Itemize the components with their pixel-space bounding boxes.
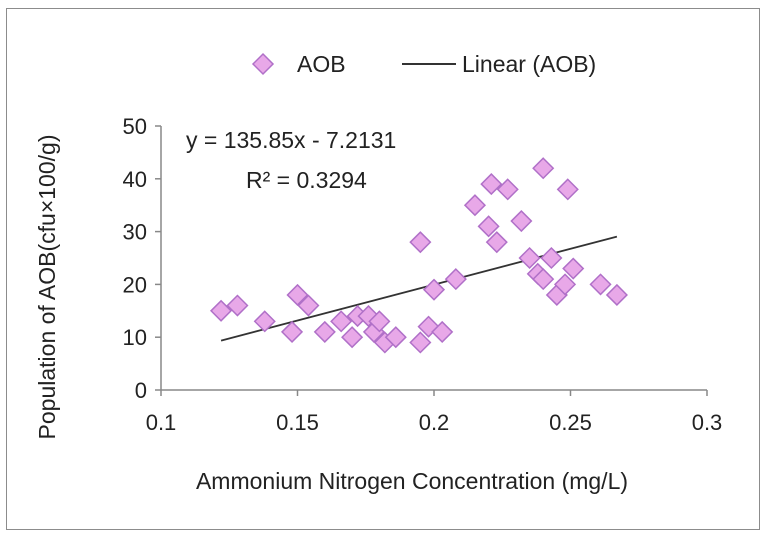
y-tick-label: 40 bbox=[123, 167, 147, 192]
data-point bbox=[422, 278, 446, 301]
data-point bbox=[485, 231, 508, 254]
data-point bbox=[409, 231, 432, 254]
data-point bbox=[605, 283, 628, 307]
data-point bbox=[409, 331, 432, 354]
y-tick-label: 0 bbox=[135, 378, 147, 403]
data-point bbox=[510, 209, 533, 233]
data-point bbox=[368, 310, 391, 333]
y-axis-title: Population of AOB(cfu×100/g) bbox=[34, 135, 60, 440]
data-point bbox=[297, 294, 320, 317]
data-point bbox=[562, 257, 585, 280]
data-point bbox=[553, 273, 577, 296]
data-points bbox=[209, 157, 628, 354]
data-point bbox=[463, 194, 487, 217]
trendline-equation: y = 135.85x - 7.2131 bbox=[186, 127, 396, 153]
data-point bbox=[518, 246, 541, 270]
data-point bbox=[286, 283, 309, 307]
axes bbox=[155, 125, 708, 396]
data-point bbox=[556, 178, 579, 201]
x-tick-label: 0.15 bbox=[276, 410, 319, 435]
data-point bbox=[226, 294, 249, 317]
data-point bbox=[532, 268, 555, 291]
legend-marker-aob bbox=[251, 52, 275, 76]
data-point bbox=[480, 173, 503, 196]
x-tick-labels: 0.1 0.15 0.2 0.25 0.3 bbox=[146, 410, 723, 435]
data-point bbox=[540, 246, 563, 270]
legend-label-linear: Linear (AOB) bbox=[462, 51, 596, 77]
data-point bbox=[384, 326, 407, 349]
y-tick-label: 20 bbox=[123, 272, 147, 297]
x-tick-label: 0.25 bbox=[549, 410, 592, 435]
data-point bbox=[431, 320, 454, 343]
legend: AOB Linear (AOB) bbox=[251, 51, 596, 77]
legend-label-aob: AOB bbox=[297, 51, 346, 77]
data-point bbox=[280, 320, 304, 343]
chart-frame bbox=[6, 8, 760, 530]
x-axis-title: Ammonium Nitrogen Concentration (mg/L) bbox=[196, 468, 628, 494]
data-point bbox=[313, 320, 336, 343]
data-point bbox=[532, 157, 555, 180]
r-squared-label: R² = 0.3294 bbox=[246, 167, 367, 193]
x-tick-label: 0.2 bbox=[419, 410, 450, 435]
y-tick-label: 10 bbox=[123, 325, 147, 350]
data-point bbox=[209, 299, 233, 322]
y-tick-labels: 0 10 20 30 40 50 bbox=[123, 114, 147, 403]
y-tick-label: 50 bbox=[123, 114, 147, 139]
data-point bbox=[477, 215, 500, 238]
x-tick-label: 0.3 bbox=[692, 410, 723, 435]
y-tick-label: 30 bbox=[123, 220, 147, 245]
data-point bbox=[330, 310, 353, 333]
x-tick-label: 0.1 bbox=[146, 410, 177, 435]
data-point bbox=[496, 178, 519, 201]
data-point bbox=[253, 310, 276, 333]
data-point bbox=[444, 268, 467, 291]
data-point bbox=[341, 326, 364, 349]
data-point bbox=[589, 273, 612, 296]
